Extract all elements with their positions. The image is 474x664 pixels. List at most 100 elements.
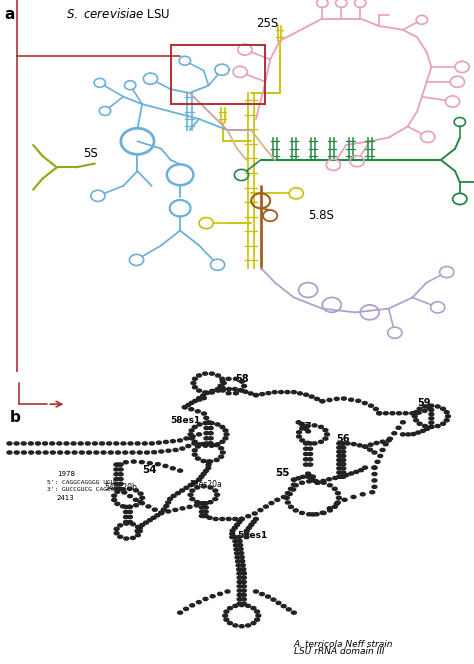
Circle shape xyxy=(208,442,213,445)
Circle shape xyxy=(101,451,106,454)
Circle shape xyxy=(374,408,378,410)
Circle shape xyxy=(337,459,342,461)
Circle shape xyxy=(189,437,194,440)
Circle shape xyxy=(114,442,119,445)
Circle shape xyxy=(307,480,311,483)
Text: 56: 56 xyxy=(337,434,350,444)
Circle shape xyxy=(292,611,296,614)
Circle shape xyxy=(334,397,339,400)
Circle shape xyxy=(204,432,209,435)
Circle shape xyxy=(128,495,133,498)
Circle shape xyxy=(305,475,310,478)
Circle shape xyxy=(208,426,213,430)
Circle shape xyxy=(372,451,377,454)
Circle shape xyxy=(298,392,302,395)
Circle shape xyxy=(219,455,224,458)
Circle shape xyxy=(230,533,235,535)
Circle shape xyxy=(304,428,309,430)
Circle shape xyxy=(300,511,304,515)
Circle shape xyxy=(175,491,181,495)
Circle shape xyxy=(435,405,440,408)
Circle shape xyxy=(203,510,208,513)
Circle shape xyxy=(173,509,178,511)
Circle shape xyxy=(124,537,129,540)
Circle shape xyxy=(293,509,298,512)
Circle shape xyxy=(237,602,242,605)
Circle shape xyxy=(201,472,206,475)
Circle shape xyxy=(341,459,346,461)
Circle shape xyxy=(435,424,440,428)
Circle shape xyxy=(246,624,251,627)
Circle shape xyxy=(190,604,195,607)
Circle shape xyxy=(237,572,242,575)
Circle shape xyxy=(118,535,123,539)
Circle shape xyxy=(327,477,332,481)
Circle shape xyxy=(136,534,140,537)
Circle shape xyxy=(420,430,425,432)
Circle shape xyxy=(221,381,226,384)
Circle shape xyxy=(444,410,449,414)
Circle shape xyxy=(363,445,367,448)
Circle shape xyxy=(238,548,243,550)
Circle shape xyxy=(128,505,132,509)
Circle shape xyxy=(164,505,169,508)
Circle shape xyxy=(305,442,310,444)
Circle shape xyxy=(244,536,249,539)
Circle shape xyxy=(151,516,156,519)
Circle shape xyxy=(124,505,128,509)
Circle shape xyxy=(234,392,238,395)
Circle shape xyxy=(266,392,271,394)
Circle shape xyxy=(422,409,427,412)
Circle shape xyxy=(114,468,119,471)
Circle shape xyxy=(230,529,235,533)
Circle shape xyxy=(411,432,416,436)
Circle shape xyxy=(237,580,242,584)
Circle shape xyxy=(36,442,40,445)
Circle shape xyxy=(363,466,367,469)
Circle shape xyxy=(378,454,383,457)
Circle shape xyxy=(321,479,326,483)
Text: 57: 57 xyxy=(299,422,312,432)
Circle shape xyxy=(342,498,347,501)
Circle shape xyxy=(189,408,194,411)
Circle shape xyxy=(310,513,315,516)
Circle shape xyxy=(308,442,313,445)
Circle shape xyxy=(127,505,132,509)
Circle shape xyxy=(285,390,290,394)
Circle shape xyxy=(227,388,231,390)
Circle shape xyxy=(204,426,209,430)
Circle shape xyxy=(171,440,175,443)
Circle shape xyxy=(213,517,218,521)
Circle shape xyxy=(197,478,201,481)
Circle shape xyxy=(310,477,314,480)
Circle shape xyxy=(332,487,337,491)
Circle shape xyxy=(271,598,276,601)
Circle shape xyxy=(207,516,212,519)
Circle shape xyxy=(241,598,246,601)
Circle shape xyxy=(225,590,230,593)
Circle shape xyxy=(203,515,208,517)
Circle shape xyxy=(85,442,90,445)
Circle shape xyxy=(215,423,220,426)
Circle shape xyxy=(297,431,301,434)
Circle shape xyxy=(140,496,145,499)
Circle shape xyxy=(323,437,328,440)
Circle shape xyxy=(300,427,305,430)
Circle shape xyxy=(422,405,428,408)
Circle shape xyxy=(319,440,323,444)
Circle shape xyxy=(224,618,229,622)
Circle shape xyxy=(116,451,120,454)
Circle shape xyxy=(446,415,450,418)
Circle shape xyxy=(319,426,323,428)
Circle shape xyxy=(123,461,128,464)
Circle shape xyxy=(203,506,208,509)
Circle shape xyxy=(29,451,34,454)
Circle shape xyxy=(197,374,201,377)
Circle shape xyxy=(114,463,119,466)
Circle shape xyxy=(337,467,342,470)
Circle shape xyxy=(248,392,253,395)
Circle shape xyxy=(118,482,123,485)
Circle shape xyxy=(127,487,132,491)
Circle shape xyxy=(254,394,258,396)
Circle shape xyxy=(252,512,257,515)
